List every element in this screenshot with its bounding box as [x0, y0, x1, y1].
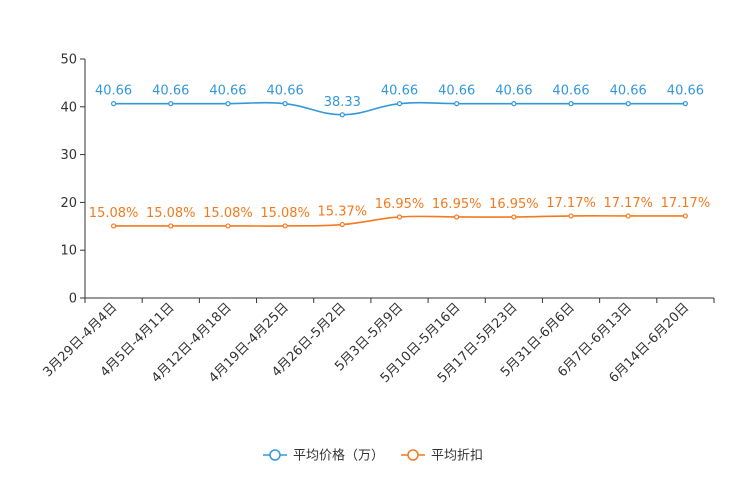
data-point [625, 213, 631, 219]
data-point [568, 213, 574, 219]
data-label: 40.66 [438, 84, 475, 99]
data-point [682, 213, 689, 219]
data-point [682, 101, 689, 107]
data-point [568, 101, 574, 107]
data-label: 40.66 [152, 84, 189, 99]
data-label: 40.66 [381, 84, 418, 99]
legend-marker-icon [269, 449, 281, 461]
y-tick-label: 0 [69, 292, 77, 307]
data-label: 16.95% [489, 197, 539, 212]
data-label: 38.33 [324, 95, 361, 110]
data-label: 16.95% [375, 197, 425, 212]
data-point [282, 101, 288, 107]
data-label: 15.08% [203, 206, 253, 221]
data-label: 40.66 [610, 84, 647, 99]
y-tick-label: 20 [60, 196, 77, 211]
data-label: 15.08% [146, 206, 196, 221]
data-label: 17.17% [546, 196, 596, 211]
data-point [625, 101, 631, 107]
data-label: 15.37% [318, 205, 368, 220]
y-tick-label: 40 [60, 100, 77, 115]
legend-marker-icon [407, 449, 419, 461]
data-point [454, 101, 460, 107]
data-label: 40.66 [552, 84, 589, 99]
data-point [339, 112, 345, 118]
data-label: 17.17% [603, 196, 653, 211]
data-label: 40.66 [95, 84, 132, 99]
data-point [339, 221, 345, 228]
data-label: 16.95% [432, 197, 482, 212]
data-label: 40.66 [667, 84, 704, 99]
data-point [225, 101, 231, 107]
y-tick-label: 10 [60, 244, 77, 259]
data-point [225, 223, 231, 229]
data-point [396, 214, 403, 220]
data-point [168, 101, 174, 107]
data-point [110, 101, 117, 107]
data-label: 40.66 [267, 84, 304, 99]
data-point [110, 223, 117, 229]
data-label: 15.08% [260, 206, 310, 221]
data-label: 40.66 [495, 84, 532, 99]
legend-label-0[interactable]: 平均价格（万） [293, 448, 384, 464]
data-label: 40.66 [209, 84, 246, 99]
data-point [282, 223, 288, 229]
data-label: 17.17% [661, 196, 711, 211]
legend-label-1[interactable]: 平均折扣 [431, 449, 483, 464]
y-tick-label: 50 [60, 53, 77, 68]
data-point [511, 101, 517, 107]
y-tick-label: 30 [60, 148, 77, 163]
data-point [168, 223, 174, 229]
data-point [454, 214, 460, 220]
data-point [511, 214, 517, 220]
data-label: 15.08% [89, 206, 139, 221]
data-point [396, 101, 403, 107]
